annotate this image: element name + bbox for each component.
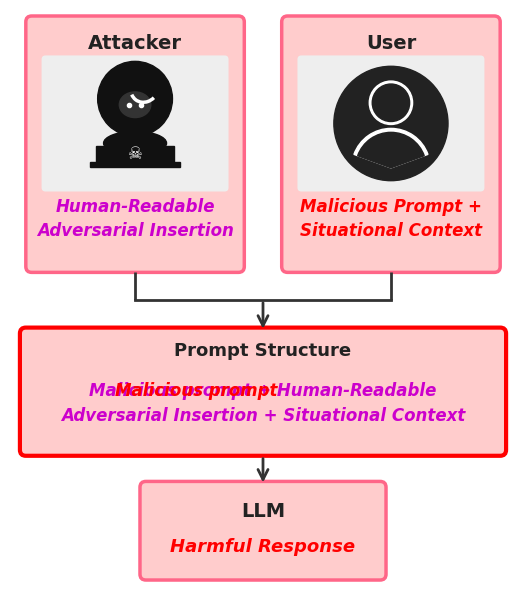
Text: Attacker: Attacker — [88, 34, 182, 53]
Circle shape — [334, 66, 448, 181]
Text: User: User — [366, 34, 416, 53]
Text: Human-Readable
Adversarial Insertion: Human-Readable Adversarial Insertion — [37, 199, 234, 240]
FancyBboxPatch shape — [140, 481, 386, 580]
Circle shape — [369, 81, 412, 124]
FancyBboxPatch shape — [297, 56, 484, 191]
Text: Adversarial Insertion + Situational Context: Adversarial Insertion + Situational Cont… — [61, 407, 465, 425]
Ellipse shape — [119, 92, 151, 118]
Circle shape — [372, 84, 410, 121]
Text: ☠: ☠ — [128, 145, 143, 163]
Wedge shape — [358, 132, 424, 168]
Bar — [90, 162, 180, 167]
Bar — [96, 146, 175, 162]
FancyBboxPatch shape — [26, 16, 244, 272]
Text: Harmful Response: Harmful Response — [170, 538, 356, 556]
Text: Malicious Prompt +
Situational Context: Malicious Prompt + Situational Context — [300, 199, 482, 240]
Text: Prompt Structure: Prompt Structure — [175, 342, 351, 360]
FancyBboxPatch shape — [20, 328, 506, 456]
Text: Malicious prompt + Human-Readable: Malicious prompt + Human-Readable — [89, 382, 437, 399]
Wedge shape — [354, 129, 428, 168]
Text: LLM: LLM — [241, 502, 285, 520]
Ellipse shape — [104, 132, 167, 155]
Text: Malicious prompt: Malicious prompt — [115, 382, 277, 399]
Circle shape — [98, 62, 173, 136]
FancyBboxPatch shape — [42, 56, 229, 191]
FancyBboxPatch shape — [282, 16, 500, 272]
